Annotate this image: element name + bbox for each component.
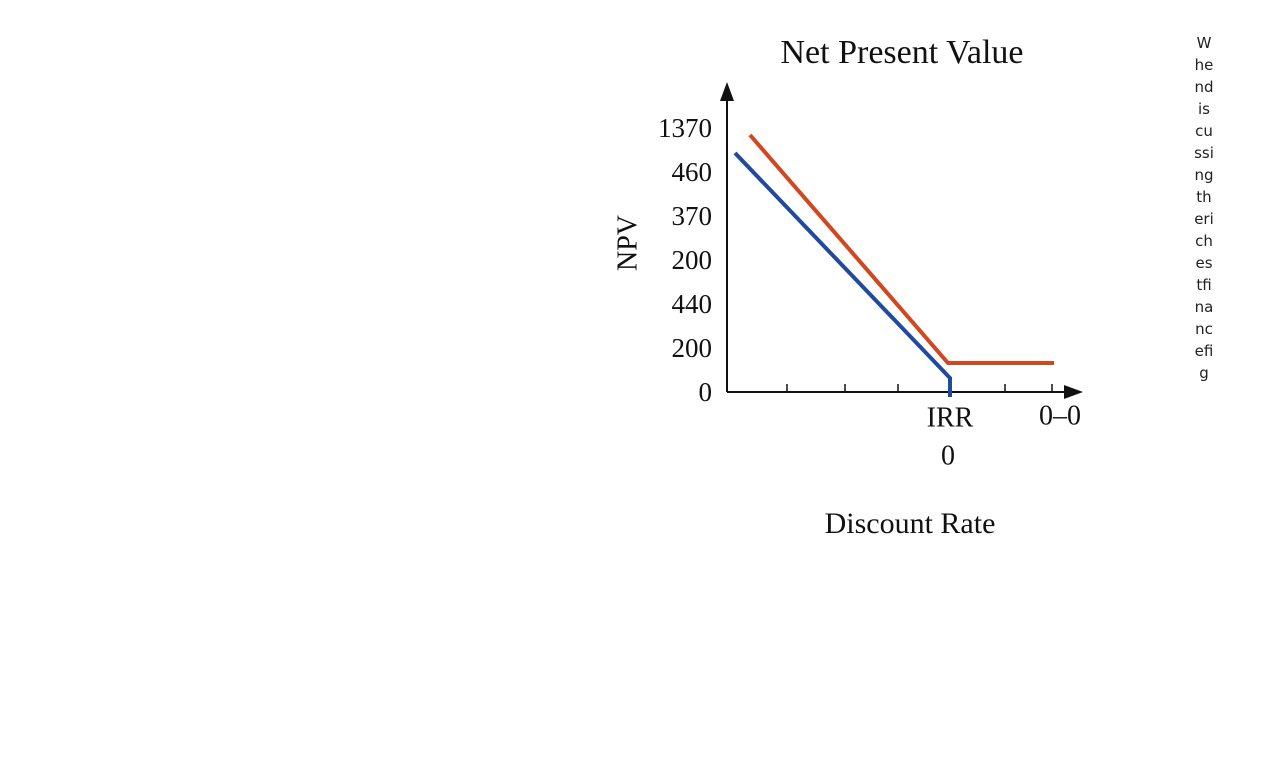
y-tick-label: 460 — [672, 157, 713, 187]
y-tick-label: 200 — [672, 333, 713, 363]
y-tick-label: 0 — [699, 377, 713, 407]
x-axis-arrow — [1064, 385, 1083, 399]
figure-title: Net Present Value — [781, 34, 1024, 71]
x-tick-label: IRR — [927, 402, 974, 433]
y-axis-label: NPV — [612, 215, 643, 271]
x-tick-label: 0–0 — [1039, 400, 1081, 431]
side-text: Whendiscussingtherichestfinancefig — [1194, 34, 1214, 382]
x-axis-label: Discount Rate — [825, 507, 996, 540]
y-tick-label: 1370 — [658, 113, 712, 143]
y-tick-label: 370 — [672, 201, 713, 231]
y-tick-label: 440 — [672, 289, 713, 319]
y-axis-arrow — [720, 82, 734, 101]
x-sub-label: 0 — [941, 440, 955, 471]
blue-line — [733, 151, 952, 397]
orange-line — [748, 133, 1054, 365]
y-tick-labels: 1370 460 370 200 440 200 0 — [658, 113, 712, 407]
y-tick-label: 200 — [672, 245, 713, 275]
x-minor-ticks — [786, 384, 1053, 392]
